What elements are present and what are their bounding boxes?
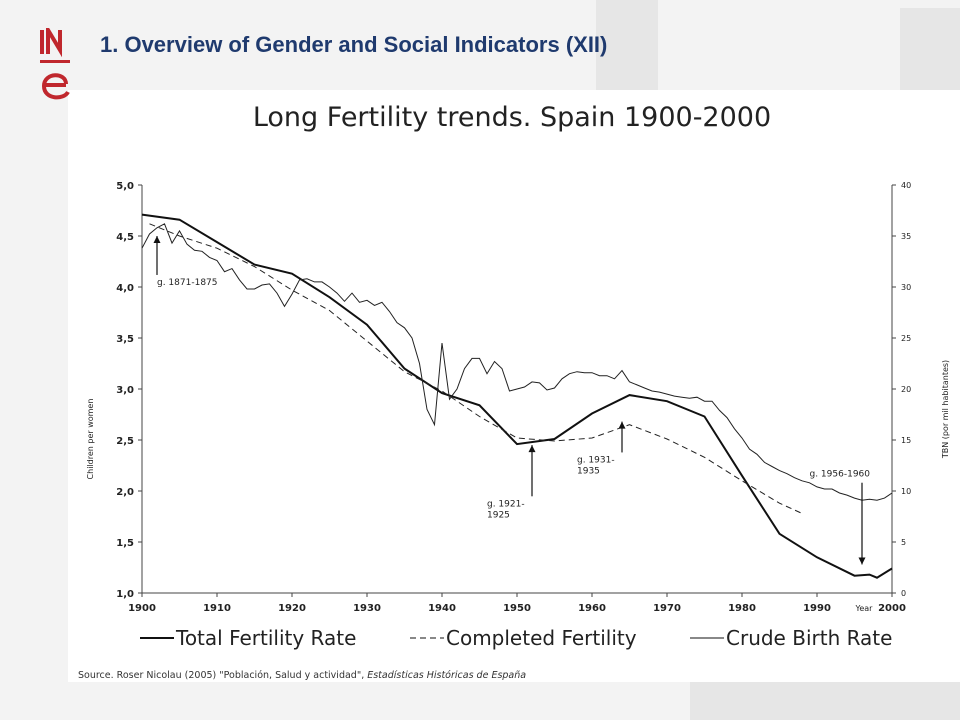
x-tick-label: 1930	[353, 603, 381, 614]
y-right-tick-label: 15	[901, 436, 911, 445]
x-tick-label: 1920	[278, 603, 306, 614]
y-left-tick-label: 4,5	[116, 232, 134, 243]
y-right-tick-label: 25	[901, 334, 911, 343]
source-note: Source. Roser Nicolau (2005) "Población,…	[78, 670, 526, 681]
source-italic: Estadísticas Históricas de España	[367, 670, 527, 681]
y-right-tick-label: 5	[901, 538, 906, 547]
x-tick-label: 1940	[428, 603, 456, 614]
legend-solid-thin-line	[690, 637, 724, 639]
y-right-tick-label: 20	[901, 385, 911, 394]
annotation-arrow-head	[528, 445, 536, 453]
annotation-arrow-head	[618, 421, 626, 429]
ine-logo	[40, 28, 70, 100]
annotation-label-line: 1925	[487, 510, 510, 520]
annotation-arrow-head	[153, 236, 161, 243]
x-tick-label: 1960	[578, 603, 606, 614]
x-axis-label: Year	[855, 604, 874, 613]
y-left-tick-label: 4,0	[116, 283, 134, 294]
x-tick-label: 2000	[878, 603, 906, 614]
y-left-tick-label: 1,0	[116, 589, 134, 600]
legend-label-total-fertility: Total Fertility Rate	[176, 626, 357, 650]
legend-label-crude-birth-rate: Crude Birth Rate	[726, 626, 893, 650]
annotation-label: g. 1921-1925	[487, 499, 525, 520]
y-left-tick-label: 2,5	[116, 436, 134, 447]
annotation-label: g. 1931-1935	[577, 455, 615, 476]
legend-crude-birth-rate: Crude Birth Rate	[690, 626, 892, 650]
legend-label-completed-fertility: Completed Fertility	[446, 626, 637, 650]
y-left-tick-label: 1,5	[116, 538, 134, 549]
series-line-1	[149, 223, 803, 514]
x-tick-label: 1990	[803, 603, 831, 614]
legend-total-fertility: Total Fertility Rate	[140, 626, 356, 650]
x-tick-label: 1950	[503, 603, 531, 614]
x-tick-label: 1900	[128, 603, 156, 614]
page-title: 1. Overview of Gender and Social Indicat…	[100, 32, 608, 57]
y-right-tick-label: 35	[901, 232, 911, 241]
series-line-0	[141, 213, 893, 579]
y-axis-left-label: Children per women	[86, 399, 95, 480]
legend-solid-thick-line	[140, 637, 174, 639]
x-tick-label: 1980	[728, 603, 756, 614]
series-line-2	[141, 223, 893, 501]
annotation-label-line: g. 1871-1875	[157, 278, 218, 288]
annotation-label-line: g. 1956-1960	[810, 470, 871, 480]
annotation-arrow-head	[858, 557, 866, 565]
annotation-label: g. 1956-1960	[810, 470, 871, 480]
y-left-tick-label: 3,5	[116, 334, 134, 345]
y-right-tick-label: 40	[901, 181, 911, 190]
x-tick-label: 1910	[203, 603, 231, 614]
chart-legend: Total Fertility Rate Completed Fertility…	[140, 626, 940, 656]
y-right-tick-label: 30	[901, 283, 911, 292]
y-axis-right-label: TBN (por mil habitantes)	[941, 360, 950, 459]
y-right-tick-label: 0	[901, 589, 906, 598]
content-panel	[68, 90, 960, 682]
y-left-tick-label: 5,0	[116, 181, 134, 192]
y-left-tick-label: 3,0	[116, 385, 134, 396]
annotation-label-line: g. 1931-	[577, 455, 615, 465]
annotation-label: g. 1871-1875	[157, 278, 218, 288]
annotation-label-line: 1935	[577, 466, 600, 476]
legend-dashed-line	[410, 637, 444, 639]
x-tick-label: 1970	[653, 603, 681, 614]
source-text: Source. Roser Nicolau (2005) "Población,…	[78, 670, 368, 681]
y-right-tick-label: 10	[901, 487, 911, 496]
chart-title: Long Fertility trends. Spain 1900-2000	[252, 102, 772, 133]
annotation-label-line: g. 1921-	[487, 499, 525, 509]
y-left-tick-label: 2,0	[116, 487, 134, 498]
legend-completed-fertility: Completed Fertility	[410, 626, 637, 650]
